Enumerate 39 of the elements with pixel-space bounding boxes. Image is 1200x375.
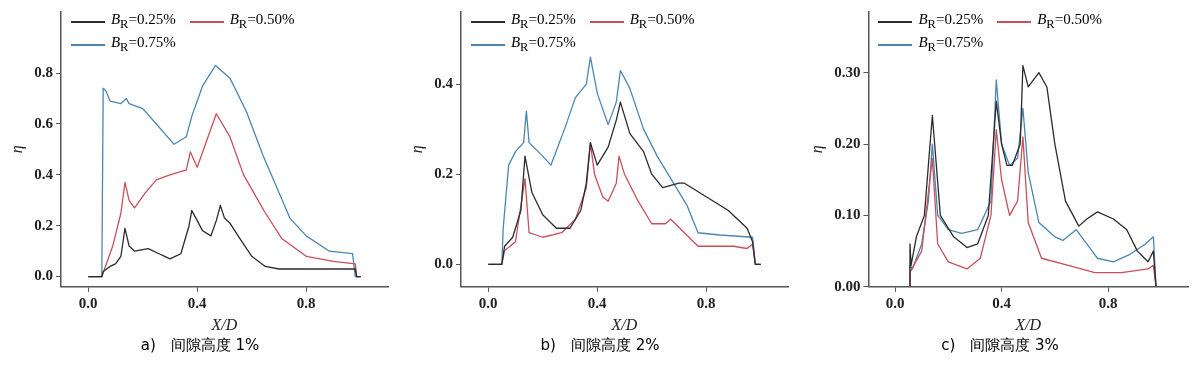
legend-label: B$_{R}$=0.50% <box>229 10 295 33</box>
x-tick-label: 0.4 <box>587 294 608 311</box>
y-tick-label: 0.00 <box>834 277 861 294</box>
legend-label: B$_{R}$=0.25% <box>918 10 984 33</box>
y-axis-title: η <box>7 145 26 154</box>
y-axis-title: η <box>807 145 826 154</box>
text: c) 间隙高度 3% <box>940 336 1060 355</box>
y-tick-label: 0.20 <box>834 134 861 151</box>
y-tick-label: 0.4 <box>434 74 454 91</box>
y-tick-label: 0.0 <box>34 267 53 284</box>
y-tick-label: 0.6 <box>34 114 54 131</box>
x-tick-label: 0.0 <box>78 294 98 311</box>
y-tick-label: 0.30 <box>834 63 861 80</box>
x-tick-label: 0.0 <box>885 294 905 311</box>
y-tick-label: 0.0 <box>434 255 453 272</box>
legend-label: B$_{R}$=0.75% <box>918 33 984 56</box>
x-tick-label: 0.0 <box>478 294 498 311</box>
legend-label: B$_{R}$=0.75% <box>110 33 176 56</box>
x-tick-label: 0.4 <box>992 294 1012 311</box>
legend-label: B$_{R}$=0.50% <box>629 10 695 33</box>
y-tick-label: 0.2 <box>34 216 53 233</box>
y-tick-label: 0.8 <box>34 63 53 80</box>
legend-label: B$_{R}$=0.75% <box>510 33 576 56</box>
x-tick-label: 0.4 <box>187 294 208 311</box>
x-axis-title: X/D <box>210 315 238 333</box>
legend-label: B$_{R}$=0.25% <box>110 10 176 33</box>
x-axis-title: X/D <box>610 315 638 333</box>
x-tick-label: 0.8 <box>696 294 716 311</box>
y-tick-label: 0.2 <box>434 165 453 182</box>
y-tick-label: 0.4 <box>34 165 54 182</box>
y-axis-title: η <box>407 145 426 154</box>
legend-label: B$_{R}$=0.50% <box>1037 10 1102 33</box>
x-axis-title: X/D <box>1014 315 1042 333</box>
y-tick-label: 0.10 <box>834 206 861 223</box>
x-tick-label: 0.8 <box>296 294 316 311</box>
text: b) 间隙高度 2% <box>539 336 661 355</box>
text: a) 间隙高度 1% <box>139 336 261 355</box>
x-tick-label: 0.8 <box>1098 294 1118 311</box>
legend-label: B$_{R}$=0.25% <box>510 10 576 33</box>
